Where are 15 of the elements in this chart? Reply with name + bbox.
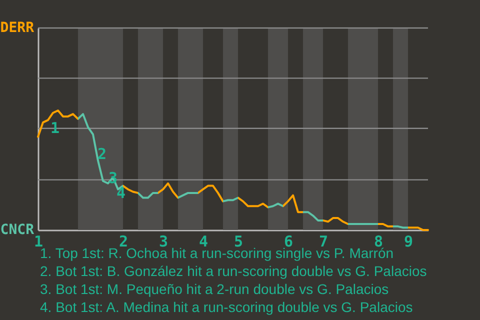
- x-tick-label: 2: [118, 232, 128, 250]
- annotation: 4: [116, 184, 126, 202]
- x-tick-label: 6: [284, 232, 294, 250]
- x-tick-label: 7: [318, 232, 328, 250]
- x-tick-label: 1: [34, 232, 44, 250]
- annotation: 2: [97, 145, 107, 163]
- text: 2. Bot 1st: B. González hit a run-scoring double vs G. Palacios: [40, 262, 427, 280]
- x-tick-label: 9: [404, 232, 414, 250]
- text: 4. Bot 1st: A. Medina hit a run-scoring double vs G. Palacios: [40, 298, 414, 316]
- text: 3. Bot 1st: M. Pequeño hit a 2-run double vs G. Palacios: [40, 280, 390, 298]
- x-tick-label: 4: [198, 232, 208, 250]
- text: CNCR: [0, 222, 35, 238]
- x-tick-label: 5: [234, 232, 244, 250]
- text: DERR: [0, 20, 35, 36]
- x-tick-label: 3: [158, 232, 168, 250]
